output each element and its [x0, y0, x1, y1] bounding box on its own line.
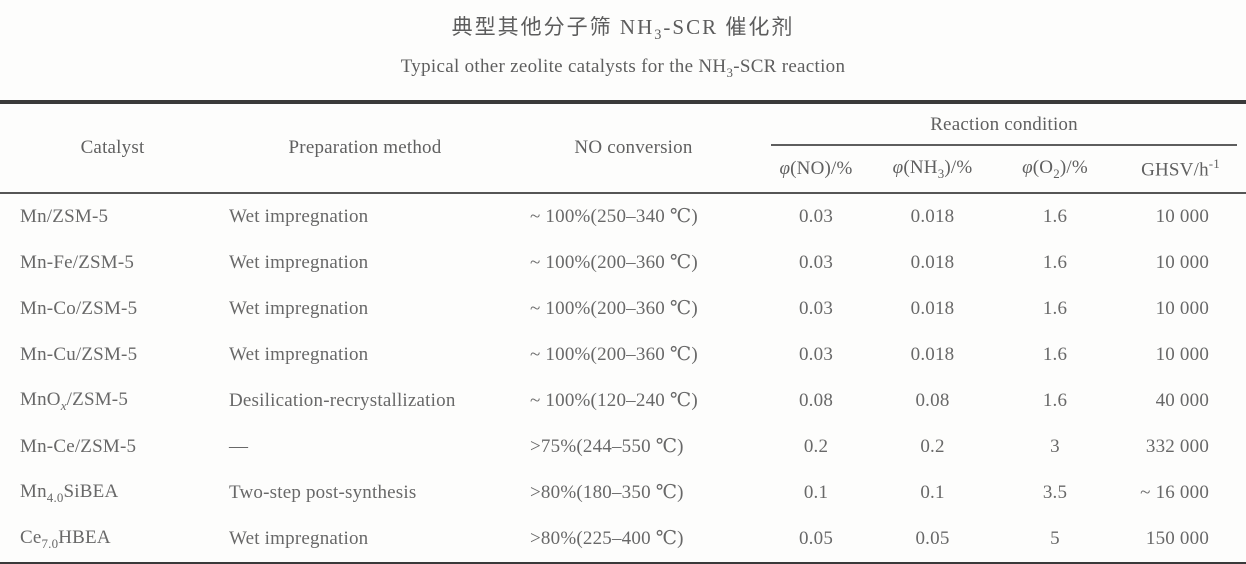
cell-no-conversion: >75%(244–550 ℃)	[530, 436, 684, 458]
cell-catalyst: Ce7.0HBEA	[20, 526, 111, 551]
cell-no-conversion: ~ 100%(250–340 ℃)	[530, 206, 698, 228]
cell-preparation: —	[229, 435, 249, 457]
cell-phi-no: 0.03	[798, 297, 834, 319]
cell-preparation: Wet impregnation	[229, 205, 369, 227]
header-phi-o2: φ(O2)/%	[995, 145, 1115, 194]
table-row: Mn-Cu/ZSM-5 Wet impregnation ~ 100%(200–…	[0, 332, 1246, 378]
header-preparation-method: Preparation method	[225, 101, 505, 194]
cell-ghsv: 10 000	[1155, 343, 1210, 365]
cell-phi-o2: 1.6	[1042, 251, 1068, 273]
cell-ghsv: 332 000	[1145, 435, 1210, 457]
cell-ghsv: ~ 16 000	[1140, 481, 1210, 503]
cell-catalyst: Mn4.0SiBEA	[20, 480, 119, 505]
header-phi-no: φ(NO)/%	[762, 145, 870, 194]
table-title-chinese: 典型其他分子筛 NH3-SCR 催化剂	[451, 15, 795, 44]
cell-no-conversion: >80%(225–400 ℃)	[530, 528, 684, 550]
cell-phi-nh3: 0.018	[910, 297, 955, 319]
table-row: Mn-Ce/ZSM-5 — >75%(244–550 ℃) 0.2 0.2 3 …	[0, 424, 1246, 470]
cell-phi-no: 0.05	[798, 527, 834, 549]
table-row: Mn4.0SiBEA Two-step post-synthesis >80%(…	[0, 470, 1246, 516]
cell-catalyst: MnOx/ZSM-5	[20, 388, 129, 413]
cell-preparation: Wet impregnation	[229, 297, 369, 319]
catalysts-table: Catalyst Preparation method NO conversio…	[0, 99, 1246, 564]
table-row: MnOx/ZSM-5 Desilication-recrystallizatio…	[0, 378, 1246, 424]
cell-phi-nh3: 0.08	[915, 389, 950, 411]
cell-ghsv: 10 000	[1155, 297, 1210, 319]
cell-phi-nh3: 0.018	[910, 251, 955, 273]
cell-phi-o2: 3	[1050, 435, 1060, 457]
cell-phi-no: 0.1	[803, 481, 829, 503]
cell-phi-o2: 1.6	[1042, 389, 1068, 411]
cell-no-conversion: ~ 100%(200–360 ℃)	[530, 298, 698, 320]
header-reaction-condition: Reaction condition	[762, 101, 1246, 146]
table-row: Ce7.0HBEA Wet impregnation >80%(225–400 …	[0, 516, 1246, 564]
scan-artifact-mark: ,	[420, 60, 425, 78]
cell-ghsv: 10 000	[1155, 205, 1210, 227]
header-ghsv: GHSV/h-1	[1115, 145, 1246, 194]
cell-phi-o2: 1.6	[1042, 343, 1068, 365]
cell-preparation: Wet impregnation	[229, 343, 369, 365]
cell-no-conversion: ~ 100%(200–360 ℃)	[530, 344, 698, 366]
cell-ghsv: 150 000	[1145, 527, 1210, 549]
cell-phi-nh3: 0.2	[920, 435, 945, 457]
cell-phi-nh3: 0.1	[920, 481, 945, 503]
cell-phi-no: 0.03	[798, 343, 834, 365]
header-row-group: Catalyst Preparation method NO conversio…	[0, 101, 1246, 194]
table-row: Mn-Co/ZSM-5 Wet impregnation ~ 100%(200–…	[0, 286, 1246, 332]
cell-ghsv: 40 000	[1155, 389, 1210, 411]
cell-phi-nh3: 0.018	[910, 205, 955, 227]
header-no-conversion: NO conversion	[505, 101, 762, 194]
table-title-english-text: Typical other zeolite catalysts for the …	[400, 56, 846, 80]
header-phi-nh3: φ(NH3)/%	[870, 145, 995, 194]
cell-phi-no: 0.03	[798, 251, 834, 273]
table-body: Mn/ZSM-5 Wet impregnation ~ 100%(250–340…	[0, 193, 1246, 564]
cell-catalyst: Mn-Cu/ZSM-5	[20, 343, 138, 365]
cell-phi-no: 0.08	[798, 389, 834, 411]
cell-phi-nh3: 0.018	[910, 343, 955, 365]
cell-no-conversion: >80%(180–350 ℃)	[530, 482, 684, 504]
cell-phi-no: 0.03	[798, 205, 834, 227]
cell-phi-o2: 5	[1050, 527, 1060, 549]
cell-catalyst: Mn/ZSM-5	[20, 205, 109, 227]
cell-preparation: Desilication-recrystallization	[229, 389, 456, 411]
cell-phi-nh3: 0.05	[915, 527, 950, 549]
cell-phi-o2: 1.6	[1042, 297, 1068, 319]
cell-catalyst: Mn-Ce/ZSM-5	[20, 435, 137, 457]
cell-no-conversion: ~ 100%(120–240 ℃)	[530, 390, 698, 412]
table-row: Mn-Fe/ZSM-5 Wet impregnation ~ 100%(200–…	[0, 240, 1246, 286]
cell-phi-o2: 3.5	[1042, 481, 1068, 503]
cell-ghsv: 10 000	[1155, 251, 1210, 273]
cell-preparation: Wet impregnation	[229, 251, 369, 273]
cell-preparation: Wet impregnation	[229, 527, 369, 549]
header-row-sub: φ(NO)/% φ(NH3)/% φ(O2)/% GHSV/h-1	[0, 145, 1246, 194]
cell-phi-no: 0.2	[803, 435, 829, 457]
cell-preparation: Two-step post-synthesis	[229, 481, 417, 503]
cell-catalyst: Mn-Co/ZSM-5	[20, 297, 138, 319]
cell-no-conversion: ~ 100%(200–360 ℃)	[530, 252, 698, 274]
table-header: Catalyst Preparation method NO conversio…	[0, 101, 1246, 194]
cell-catalyst: Mn-Fe/ZSM-5	[20, 251, 135, 273]
cell-phi-o2: 1.6	[1042, 205, 1068, 227]
table-row: Mn/ZSM-5 Wet impregnation ~ 100%(250–340…	[0, 193, 1246, 240]
table-title-english: , Typical other zeolite catalysts for th…	[0, 54, 1246, 86]
header-catalyst: Catalyst	[0, 101, 225, 194]
